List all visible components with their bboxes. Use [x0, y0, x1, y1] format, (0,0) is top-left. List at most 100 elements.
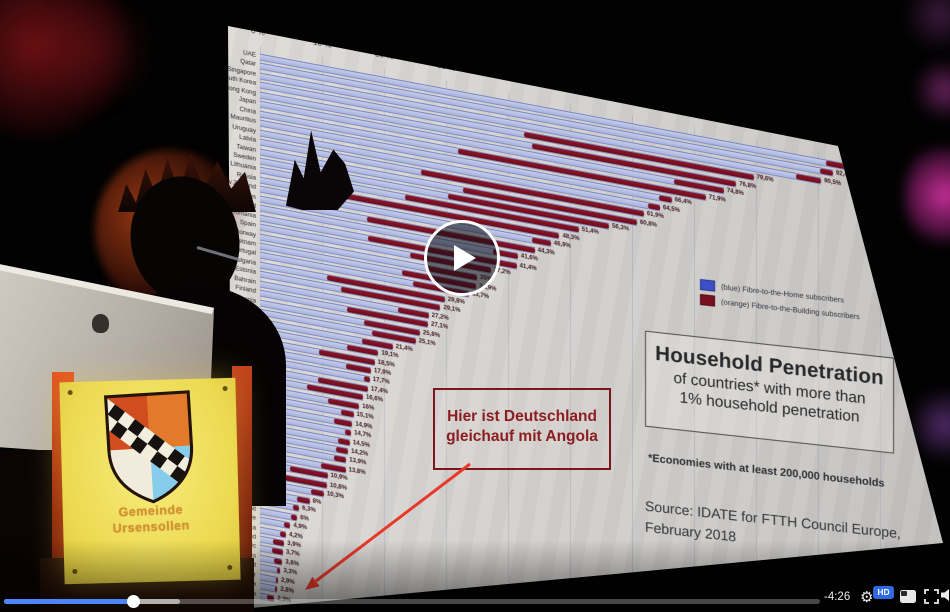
stage-light-purple-topright: [905, 0, 950, 55]
value-label: 21,4%: [396, 344, 413, 353]
axis-tick-label: 30 %: [437, 61, 455, 73]
value-label: 14,2%: [351, 449, 368, 458]
volume-icon[interactable]: [941, 588, 950, 602]
podium-plaque: Gemeinde Ursensollen: [59, 378, 240, 585]
progress-scrubber[interactable]: [127, 595, 140, 608]
pip-notch: [901, 591, 907, 596]
value-label: 61,9%: [647, 211, 664, 220]
plaque-screw: [223, 386, 228, 391]
value-label: 4,9%: [293, 523, 307, 532]
fttb-bar: [275, 587, 277, 592]
chart-legend: (blue) Fibre-to-the-Home subscribers(ora…: [700, 279, 860, 326]
value-label: 3,6%: [285, 559, 299, 568]
axis-tick-label: 80 %: [747, 119, 765, 131]
value-label: 8%: [313, 498, 322, 506]
value-label: 71,9%: [709, 194, 726, 203]
value-label: 17,7%: [373, 377, 390, 386]
value-label: 15,1%: [357, 412, 374, 421]
plaque-screw: [68, 390, 73, 395]
value-label: 18,5%: [378, 359, 395, 368]
axis-tick-label: 50 %: [561, 84, 579, 96]
video-frame: 0 % 10 % 20 % 30 % 40 % 50 % 60 % 70 % 80 % 90 % 1…: [0, 0, 950, 612]
annotation-line1: Hier ist Deutschland: [435, 407, 609, 427]
value-label: 3,7%: [286, 550, 300, 559]
value-label: 51,4%: [582, 227, 599, 236]
stage-light-magenta-right: [905, 140, 950, 250]
slide-source: Source: IDATE for FTTH Council Europe, F…: [645, 496, 901, 566]
play-button[interactable]: [424, 220, 500, 296]
value-label: 60,8%: [640, 219, 657, 228]
value-label: 29,8%: [448, 297, 465, 306]
value-label: 17,9%: [374, 368, 391, 377]
value-label: 41,6%: [521, 254, 538, 263]
apple-logo: [92, 314, 109, 333]
slide-footnote: *Economies with at least 200,000 househo…: [648, 452, 885, 490]
play-icon: [454, 245, 476, 271]
chart-rows: 0 % 10 % 20 % 30 % 40 % 50 % 60 % 70 % 80 % 90 % 1…: [230, 18, 950, 155]
fttb-bar: [276, 577, 278, 582]
time-remaining: -4:26: [824, 591, 850, 603]
value-label: 74,8%: [727, 188, 744, 197]
value-label: 2,9%: [281, 577, 295, 586]
progress-played: [4, 599, 137, 604]
stage-light-pink-right-1: [915, 55, 950, 125]
fullscreen-icon[interactable]: [924, 589, 939, 604]
axis-tick-label: 40 %: [499, 72, 517, 84]
fttb-bar: [280, 531, 286, 537]
value-label: 14,7%: [354, 430, 371, 439]
axis-tick-label: 10 %: [313, 38, 331, 50]
value-label: 66,4%: [675, 197, 692, 206]
value-label: 14,5%: [353, 440, 370, 449]
value-label: 79,6%: [757, 175, 774, 184]
value-label: 17,4%: [371, 386, 388, 395]
value-label: 94,3%: [848, 164, 865, 173]
coat-of-arms: [87, 382, 212, 511]
value-label: 64,5%: [663, 205, 680, 214]
legend-swatch: [700, 294, 715, 307]
value-label: 56,3%: [612, 223, 629, 232]
value-label: 10,3%: [327, 491, 344, 500]
plaque-screw: [227, 565, 232, 570]
value-label: 10,8%: [330, 483, 347, 492]
fttb-bar: [345, 430, 351, 436]
value-label: 25,1%: [419, 338, 436, 347]
value-label: 46,9%: [554, 241, 571, 250]
value-label: 2,8%: [280, 587, 294, 596]
axis-tick-label: 90 %: [809, 130, 827, 142]
value-label: 13,8%: [349, 467, 366, 476]
hd-badge[interactable]: HD: [873, 586, 894, 599]
value-label: 90,5%: [824, 178, 841, 187]
axis-tick-label: 20 %: [375, 49, 393, 61]
value-label: 6%: [300, 515, 309, 523]
value-label: 4,2%: [289, 532, 303, 541]
value-label: 41,4%: [520, 263, 537, 272]
value-label: 25,8%: [423, 330, 440, 339]
ftth-chart: 0 % 10 % 20 % 30 % 40 % 50 % 60 % 70 % 80 % 90 % 1…: [230, 18, 950, 612]
value-label: 13,9%: [349, 458, 366, 467]
stage-light-red-topleft-2: [40, 0, 150, 120]
axis-tick-label: 100 %: [871, 142, 894, 155]
axis-tick-label: 0 %: [251, 26, 265, 38]
annotation-line2: gleichauf mit Angola: [435, 427, 609, 447]
value-label: 76,8%: [739, 181, 756, 190]
fttb-bar: [284, 522, 290, 528]
value-label: 3,3%: [283, 568, 297, 577]
value-label: 16%: [362, 403, 374, 411]
value-label: 10,9%: [331, 473, 348, 482]
legend-swatch: [700, 279, 715, 292]
axis-tick-label: 60 %: [623, 96, 641, 108]
stage-light-red-topleft: [0, 0, 130, 140]
fttb-bar: [291, 514, 297, 520]
value-label: 6,3%: [302, 506, 316, 515]
value-label: 44,3%: [538, 247, 555, 256]
picture-in-picture-icon[interactable]: [900, 590, 916, 603]
plaque-screw: [72, 569, 77, 574]
country-label: UAE: [160, 34, 256, 59]
value-label: 14,9%: [355, 421, 372, 430]
annotation-box: Hier ist Deutschland gleichauf mit Angol…: [433, 388, 611, 470]
value-label: 92,4%: [836, 171, 853, 180]
slide-title-box: Household Penetration of countries* with…: [645, 331, 894, 454]
value-label: 16,6%: [366, 395, 383, 404]
settings-gear-icon[interactable]: ⚙: [860, 588, 873, 606]
axis-tick-label: 70 %: [685, 107, 703, 119]
